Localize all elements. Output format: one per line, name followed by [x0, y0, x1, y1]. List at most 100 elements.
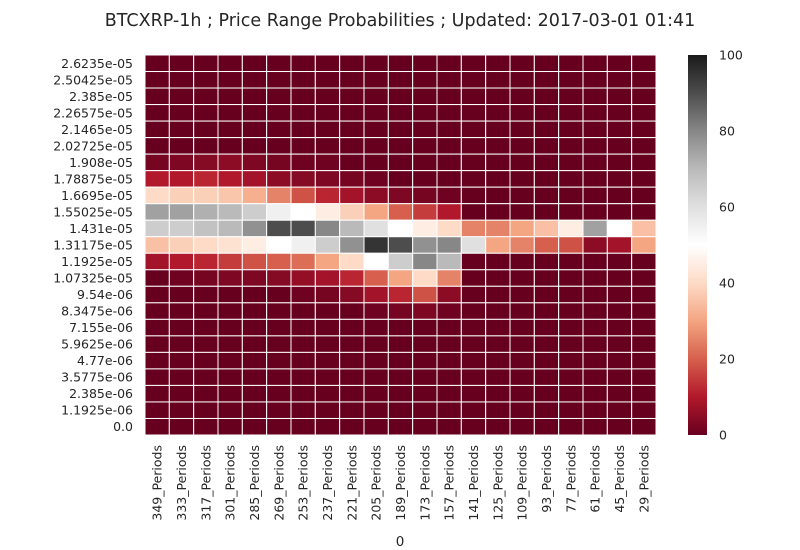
heatmap-cell	[144, 170, 170, 188]
heatmap-cell	[485, 104, 511, 122]
heatmap-cell	[460, 137, 487, 155]
heatmap-cell	[460, 219, 487, 238]
heatmap-cell	[168, 153, 195, 172]
heatmap-cell	[241, 335, 268, 353]
heatmap-cell	[339, 318, 365, 337]
y-tick-label: 2.385e-06	[69, 386, 133, 401]
heatmap-cell	[582, 137, 608, 155]
heatmap-cell	[314, 54, 341, 73]
heatmap-cell	[436, 186, 462, 205]
heatmap-cell	[363, 120, 389, 139]
heatmap-cell	[412, 219, 438, 238]
heatmap-cell	[387, 104, 414, 122]
heatmap-cell	[412, 137, 438, 155]
heatmap-cell	[509, 120, 535, 139]
heatmap-cell	[217, 104, 243, 122]
heatmap-cell	[266, 401, 292, 419]
heatmap-cell	[582, 170, 608, 188]
heatmap-cell	[631, 186, 657, 205]
heatmap-cell	[217, 71, 243, 89]
heatmap-cell	[339, 368, 365, 386]
heatmap-cell	[412, 71, 438, 89]
y-tick-label: 1.431e-05	[69, 221, 133, 236]
x-tick-label: 205_Periods	[369, 445, 384, 521]
heatmap-cell	[558, 351, 584, 370]
heatmap-cell	[631, 335, 657, 353]
colorbar	[688, 55, 707, 435]
heatmap-cell	[144, 71, 170, 89]
heatmap-cell	[193, 335, 219, 353]
heatmap-cell	[241, 153, 268, 172]
heatmap-cell	[363, 170, 389, 188]
colorbar-tick-label: 20	[719, 352, 735, 367]
heatmap-cell	[241, 87, 268, 106]
heatmap-cell	[631, 401, 657, 419]
heatmap-cell	[193, 351, 219, 370]
heatmap-cell	[193, 87, 219, 106]
heatmap-cell	[460, 54, 487, 73]
x-tick-label: 221_Periods	[344, 445, 359, 521]
heatmap-cell	[314, 285, 341, 304]
heatmap-cell	[387, 335, 414, 353]
heatmap-cell	[485, 401, 511, 419]
heatmap-cell	[558, 153, 584, 172]
heatmap-cell	[314, 417, 341, 436]
heatmap-cell	[241, 401, 268, 419]
heatmap-cell	[533, 368, 560, 386]
heatmap-cell	[290, 203, 316, 221]
heatmap-cell	[387, 318, 414, 337]
heatmap-cell	[339, 384, 365, 403]
heatmap-cell	[533, 54, 560, 73]
heatmap-cell	[168, 236, 195, 254]
heatmap-cell	[558, 285, 584, 304]
heatmap-cell	[558, 417, 584, 436]
heatmap-cell	[290, 335, 316, 353]
x-tick-label: 29_Periods	[636, 445, 651, 513]
heatmap-cell	[193, 104, 219, 122]
heatmap-cell	[436, 236, 462, 254]
heatmap-cell	[485, 269, 511, 287]
y-tick-label: 2.50425e-05	[53, 72, 133, 87]
heatmap-cell	[631, 252, 657, 271]
y-tick-labels: 2.6235e-052.50425e-05 2.385e-052.26575e-0…	[53, 56, 133, 434]
heatmap-cell	[168, 351, 195, 370]
heatmap-cell	[606, 120, 633, 139]
heatmap-cell	[509, 87, 535, 106]
heatmap-cell	[485, 384, 511, 403]
heatmap-cell	[363, 186, 389, 205]
heatmap-cell	[314, 71, 341, 89]
heatmap-cell	[168, 120, 195, 139]
heatmap-cell	[363, 417, 389, 436]
heatmap-cell	[558, 203, 584, 221]
heatmap-cell	[533, 335, 560, 353]
heatmap-cell	[168, 368, 195, 386]
heatmap-cell	[290, 417, 316, 436]
heatmap-cell	[193, 153, 219, 172]
heatmap-cell	[339, 219, 365, 238]
heatmap-cell	[509, 318, 535, 337]
heatmap-cell	[339, 137, 365, 155]
heatmap-cell	[582, 120, 608, 139]
heatmap-cell	[460, 368, 487, 386]
heatmap-cell	[436, 285, 462, 304]
colorbar-tick-label: 80	[719, 124, 735, 139]
heatmap-cell	[412, 120, 438, 139]
heatmap-cell	[436, 302, 462, 320]
heatmap-cell	[363, 318, 389, 337]
heatmap-cell	[290, 285, 316, 304]
heatmap-cell	[460, 318, 487, 337]
heatmap-cell	[314, 137, 341, 155]
heatmap-cell	[558, 87, 584, 106]
heatmap-cell	[168, 252, 195, 271]
heatmap-cell	[606, 318, 633, 337]
heatmap-cell	[606, 71, 633, 89]
y-tick-label: 0.0	[113, 419, 133, 434]
heatmap-cell	[363, 153, 389, 172]
heatmap-cell	[606, 54, 633, 73]
heatmap-cell	[266, 87, 292, 106]
heatmap-cell	[460, 252, 487, 271]
heatmap-cell	[241, 54, 268, 73]
heatmap-cell	[144, 236, 170, 254]
heatmap-cell	[412, 153, 438, 172]
